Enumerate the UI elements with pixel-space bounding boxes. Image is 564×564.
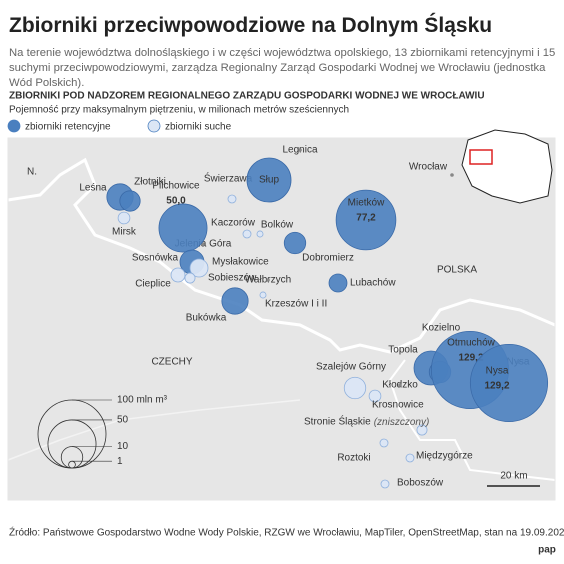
reservoir-bubble (189, 258, 209, 278)
place-label: POLSKA (437, 265, 477, 276)
reservoir-label: Mirsk (112, 227, 137, 238)
legend-label: zbiorniki suche (165, 122, 232, 133)
reservoir-label: Dobromierz (302, 253, 354, 264)
reservoir-label: Krzeszów I i II (265, 299, 327, 310)
size-legend-label: 50 (117, 415, 129, 426)
reservoir-label: Bukówka (186, 313, 227, 324)
place-label: Wrocław (409, 162, 448, 173)
reservoir-label: Krosnowice (372, 400, 424, 411)
reservoir-label: Kaczorów (211, 218, 256, 229)
reservoir-bubble (328, 273, 348, 293)
reservoir-label: Świerzawa (204, 172, 253, 185)
reservoir-bubble (184, 272, 196, 284)
reservoir-label: Nysa (486, 366, 509, 377)
reservoir-bubble (469, 343, 549, 423)
reservoir-label: Mietków (348, 198, 385, 209)
reservoir-bubble (379, 438, 389, 448)
reservoir-label: Stronie Śląskie (zniszczony) (304, 415, 429, 428)
reservoir-label: Mysłakowice (212, 257, 269, 268)
reservoir-label: Kozielno (422, 323, 461, 334)
reservoir-label: Słup (259, 175, 279, 186)
border (7, 157, 556, 354)
reservoir-bubble (256, 230, 264, 238)
logo: pap (538, 545, 556, 556)
place-dot (450, 173, 454, 177)
inset-box (469, 149, 493, 165)
size-legend-label: 100 mln m³ (117, 395, 168, 406)
reservoir-bubble (405, 453, 415, 463)
place-label: N. (27, 167, 37, 178)
scale-label: 20 km (500, 471, 527, 482)
reservoir-bubble (416, 424, 428, 436)
title: Zbiorniki przeciwpowodziowe na Dolnym Śl… (9, 14, 493, 37)
road (7, 399, 301, 461)
size-legend-label: 10 (117, 441, 129, 452)
reservoir-label: Międzygórze (416, 451, 473, 462)
reservoir-value: 50,0 (166, 196, 186, 207)
size-legend-label: 1 (117, 456, 123, 467)
reservoir-bubble (221, 287, 249, 315)
reservoir-bubble (283, 231, 307, 255)
map-heading: ZBIORNIKI POD NADZOREM REGIONALNEGO ZARZ… (9, 91, 485, 102)
reservoir-bubble (227, 194, 237, 204)
subtitle: Na terenie województwa dolnośląskiego i … (9, 47, 556, 89)
reservoir-label: Pilchowice (152, 181, 200, 192)
reservoir-value: 129,2 (484, 381, 509, 392)
place-dot (298, 148, 302, 152)
reservoir-label: Szalejów Górny (316, 362, 386, 373)
reservoir-bubble (117, 211, 131, 225)
reservoir-label: Złotniki (134, 177, 166, 188)
place-label: CZECHY (151, 357, 192, 368)
reservoir-bubble (119, 190, 141, 212)
reservoir-label: Sosnówka (132, 253, 179, 264)
reservoir-value: 77,2 (356, 213, 376, 224)
reservoir-label: Boboszów (397, 478, 444, 489)
reservoir-bubble (368, 389, 382, 403)
legend-swatch (7, 119, 21, 133)
reservoir-bubble (242, 229, 252, 239)
reservoir-label: Otmuchów (447, 338, 496, 349)
reservoir-bubble (380, 479, 390, 489)
reservoir-value: 129,2 (458, 353, 483, 364)
reservoir-label: Sobieszów (208, 273, 257, 284)
reservoir-label: Topola (388, 345, 418, 356)
reservoir-label: Lubachów (350, 278, 396, 289)
frame (7, 137, 556, 501)
legend-label: zbiorniki retencyjne (25, 122, 111, 133)
source: Źródło: Państwowe Gospodarstwo Wodne Wod… (9, 526, 564, 539)
reservoir-bubble (259, 291, 267, 299)
reservoir-bubble (170, 267, 186, 283)
place-dot (398, 383, 402, 387)
reservoir-bubble (335, 189, 397, 251)
reservoir-label: Roztoki (337, 453, 370, 464)
reservoir-note: (zniszczony) (374, 417, 430, 428)
reservoir-bubble (246, 157, 292, 203)
place-dot (266, 278, 270, 282)
reservoir-label: Leśna (79, 183, 107, 194)
border (388, 359, 556, 481)
reservoir-bubble (343, 376, 367, 400)
map-caption: Pojemność przy maksymalnym piętrzeniu, w… (9, 105, 349, 116)
reservoir-label: Cieplice (135, 279, 171, 290)
reservoir-label: Bolków (261, 220, 294, 231)
legend-swatch (147, 119, 161, 133)
inset-poland (461, 129, 553, 204)
reservoir-bubble (158, 203, 208, 253)
